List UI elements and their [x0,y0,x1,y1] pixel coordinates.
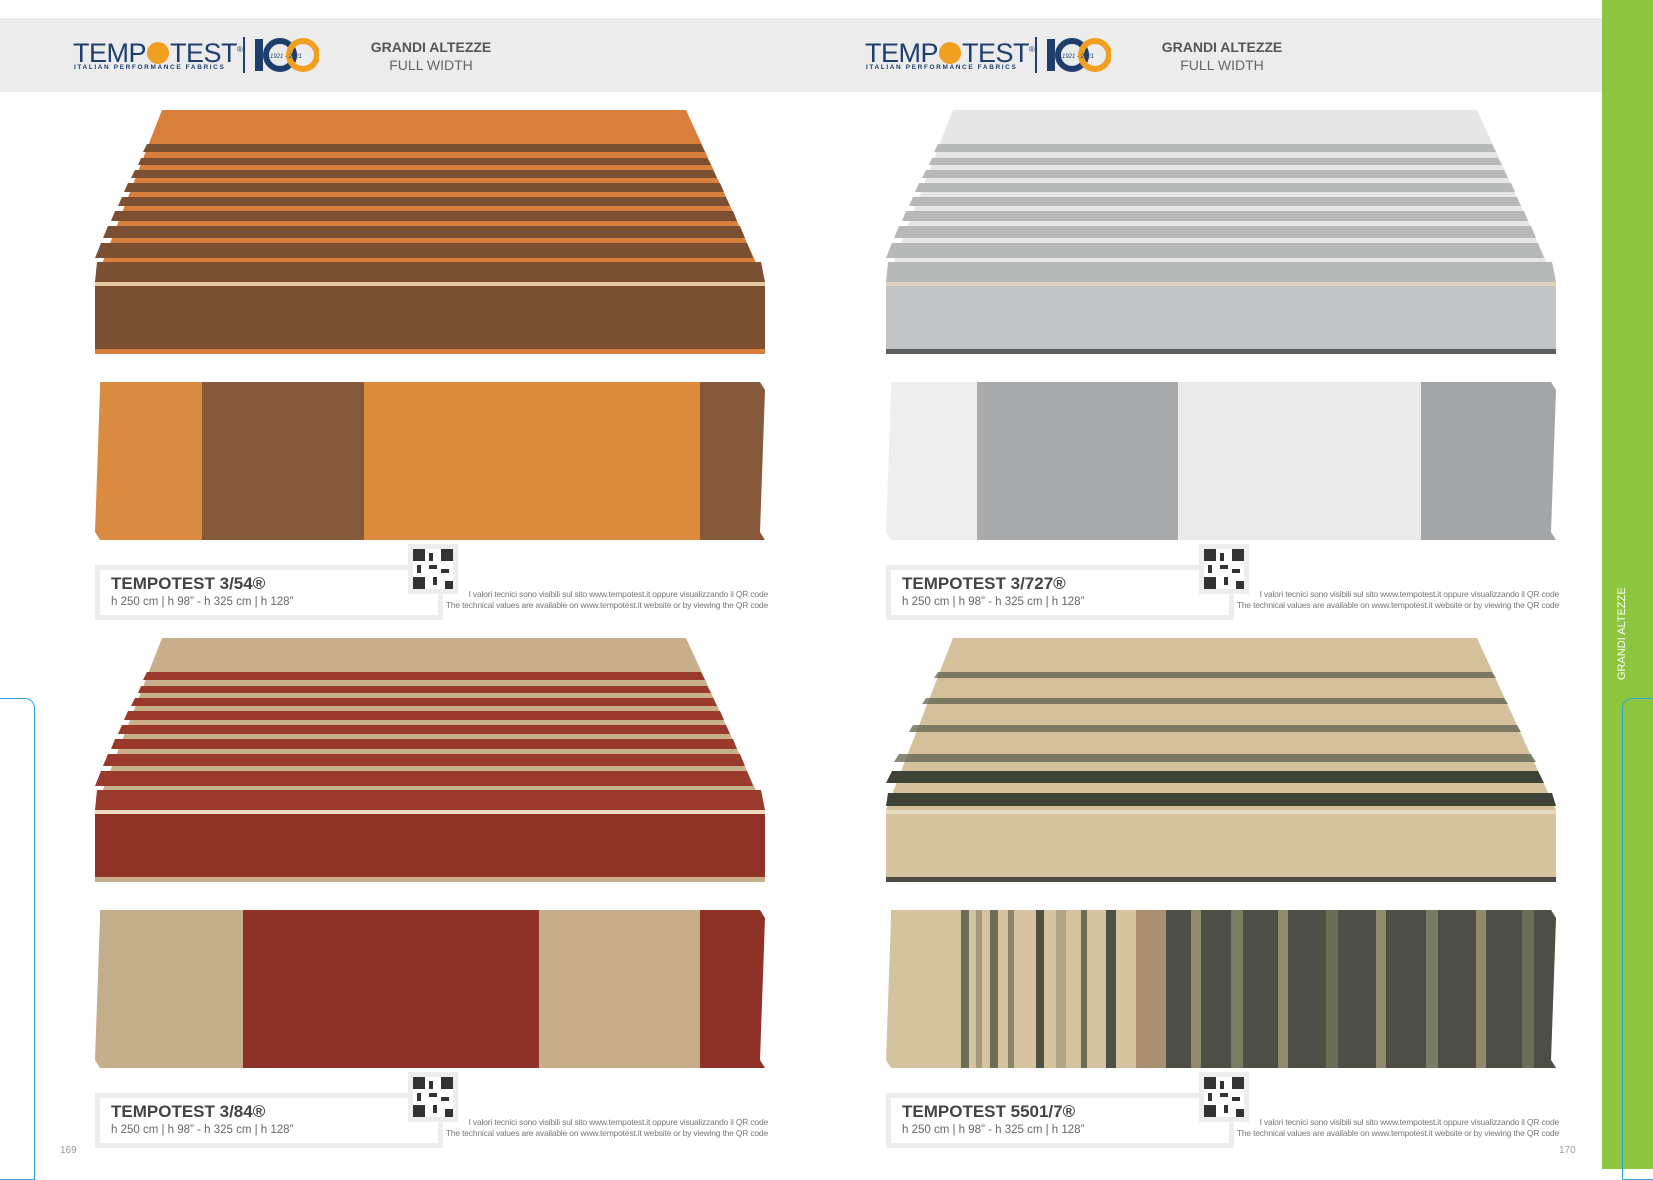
brand-wordmark: TEMP TEST® [73,38,243,68]
anniversary-years: 1921 - 2021 [270,54,302,60]
product-dimensions: h 250 cm | h 98” - h 325 cm | h 128” [111,596,294,608]
header-title-block: GRANDI ALTEZZE FULL WIDTH [1142,38,1302,74]
technical-values-note: I valori tecnici sono visibili sul sito … [408,589,768,611]
side-tab-outline [1622,698,1653,1180]
page-header-left: TEMP TEST® ITALIAN PERFORMANCE FABRICS 19… [0,18,827,92]
fabric-swatch [95,382,765,540]
header-subtitle: FULL WIDTH [1180,57,1264,73]
note-english: The technical values are available on ww… [445,1128,768,1138]
page-number-left: 169 [60,1145,77,1156]
awning-render [95,638,765,884]
technical-values-note: I valori tecnici sono visibili sul sito … [1199,1117,1559,1139]
tempotest-logo: TEMP TEST® ITALIAN PERFORMANCE FABRICS 19… [73,35,323,79]
fabric-swatch [886,910,1556,1068]
note-english: The technical values are available on ww… [1236,600,1559,610]
note-italian: I valori tecnici sono visibili sul sito … [1259,1117,1560,1127]
product-name: TEMPOTEST 3/54® [111,574,266,593]
qr-code[interactable] [1199,1072,1249,1122]
product-label-card: TEMPOTEST 3/727® h 250 cm | h 98” - h 32… [886,565,1234,620]
anniversary-years: 1921 - 2021 [1062,54,1094,60]
note-italian: I valori tecnici sono visibili sul sito … [468,589,769,599]
anniversary-100-logo: 1921 - 2021 [1047,38,1111,72]
brand-wordmark: TEMP TEST® [865,38,1035,68]
product-dimensions: h 250 cm | h 98” - h 325 cm | h 128” [902,596,1085,608]
qr-code[interactable] [408,544,458,594]
page-number-right: 170 [1559,1145,1576,1156]
header-title: GRANDI ALTEZZE [1161,39,1283,55]
note-italian: I valori tecnici sono visibili sul sito … [468,1117,769,1127]
anniversary-100-logo: 1921 - 2021 [255,38,319,72]
awning-render [95,110,765,356]
brand-tagline: ITALIAN PERFORMANCE FABRICS [74,64,226,71]
logo-divider [243,37,245,73]
note-italian: I valori tecnici sono visibili sul sito … [1259,589,1560,599]
note-english: The technical values are available on ww… [445,600,768,610]
product-dimensions: h 250 cm | h 98” - h 325 cm | h 128” [902,1124,1085,1136]
fabric-swatch [95,910,765,1068]
note-english: The technical values are available on ww… [1236,1128,1559,1138]
header-title-block: GRANDI ALTEZZE FULL WIDTH [351,38,511,74]
product-label-card: TEMPOTEST 3/84® h 250 cm | h 98” - h 325… [95,1093,443,1148]
technical-values-note: I valori tecnici sono visibili sul sito … [1199,589,1559,611]
product-label-card: TEMPOTEST 3/54® h 250 cm | h 98” - h 325… [95,565,443,620]
qr-code[interactable] [1199,544,1249,594]
product-name: TEMPOTEST 5501/7® [902,1102,1076,1121]
brand-tagline: ITALIAN PERFORMANCE FABRICS [866,64,1018,71]
page-header-right: TEMP TEST® ITALIAN PERFORMANCE FABRICS 19… [827,18,1602,92]
awning-render [886,638,1556,884]
product-name: TEMPOTEST 3/84® [111,1102,266,1121]
tempotest-logo: TEMP TEST® ITALIAN PERFORMANCE FABRICS 19… [865,35,1115,79]
header-title: GRANDI ALTEZZE [370,39,492,55]
product-dimensions: h 250 cm | h 98” - h 325 cm | h 128” [111,1124,294,1136]
product-label-card: TEMPOTEST 5501/7® h 250 cm | h 98” - h 3… [886,1093,1234,1148]
side-section-label: GRANDI ALTEZZE [1616,587,1628,680]
awning-render [886,110,1556,356]
fabric-swatch [886,382,1556,540]
product-name: TEMPOTEST 3/727® [902,574,1066,593]
logo-divider [1035,37,1037,73]
side-section-bar: GRANDI ALTEZZE [1602,0,1653,1180]
header-subtitle: FULL WIDTH [389,57,473,73]
qr-code[interactable] [408,1072,458,1122]
technical-values-note: I valori tecnici sono visibili sul sito … [408,1117,768,1139]
left-tab-outline [0,698,35,1180]
